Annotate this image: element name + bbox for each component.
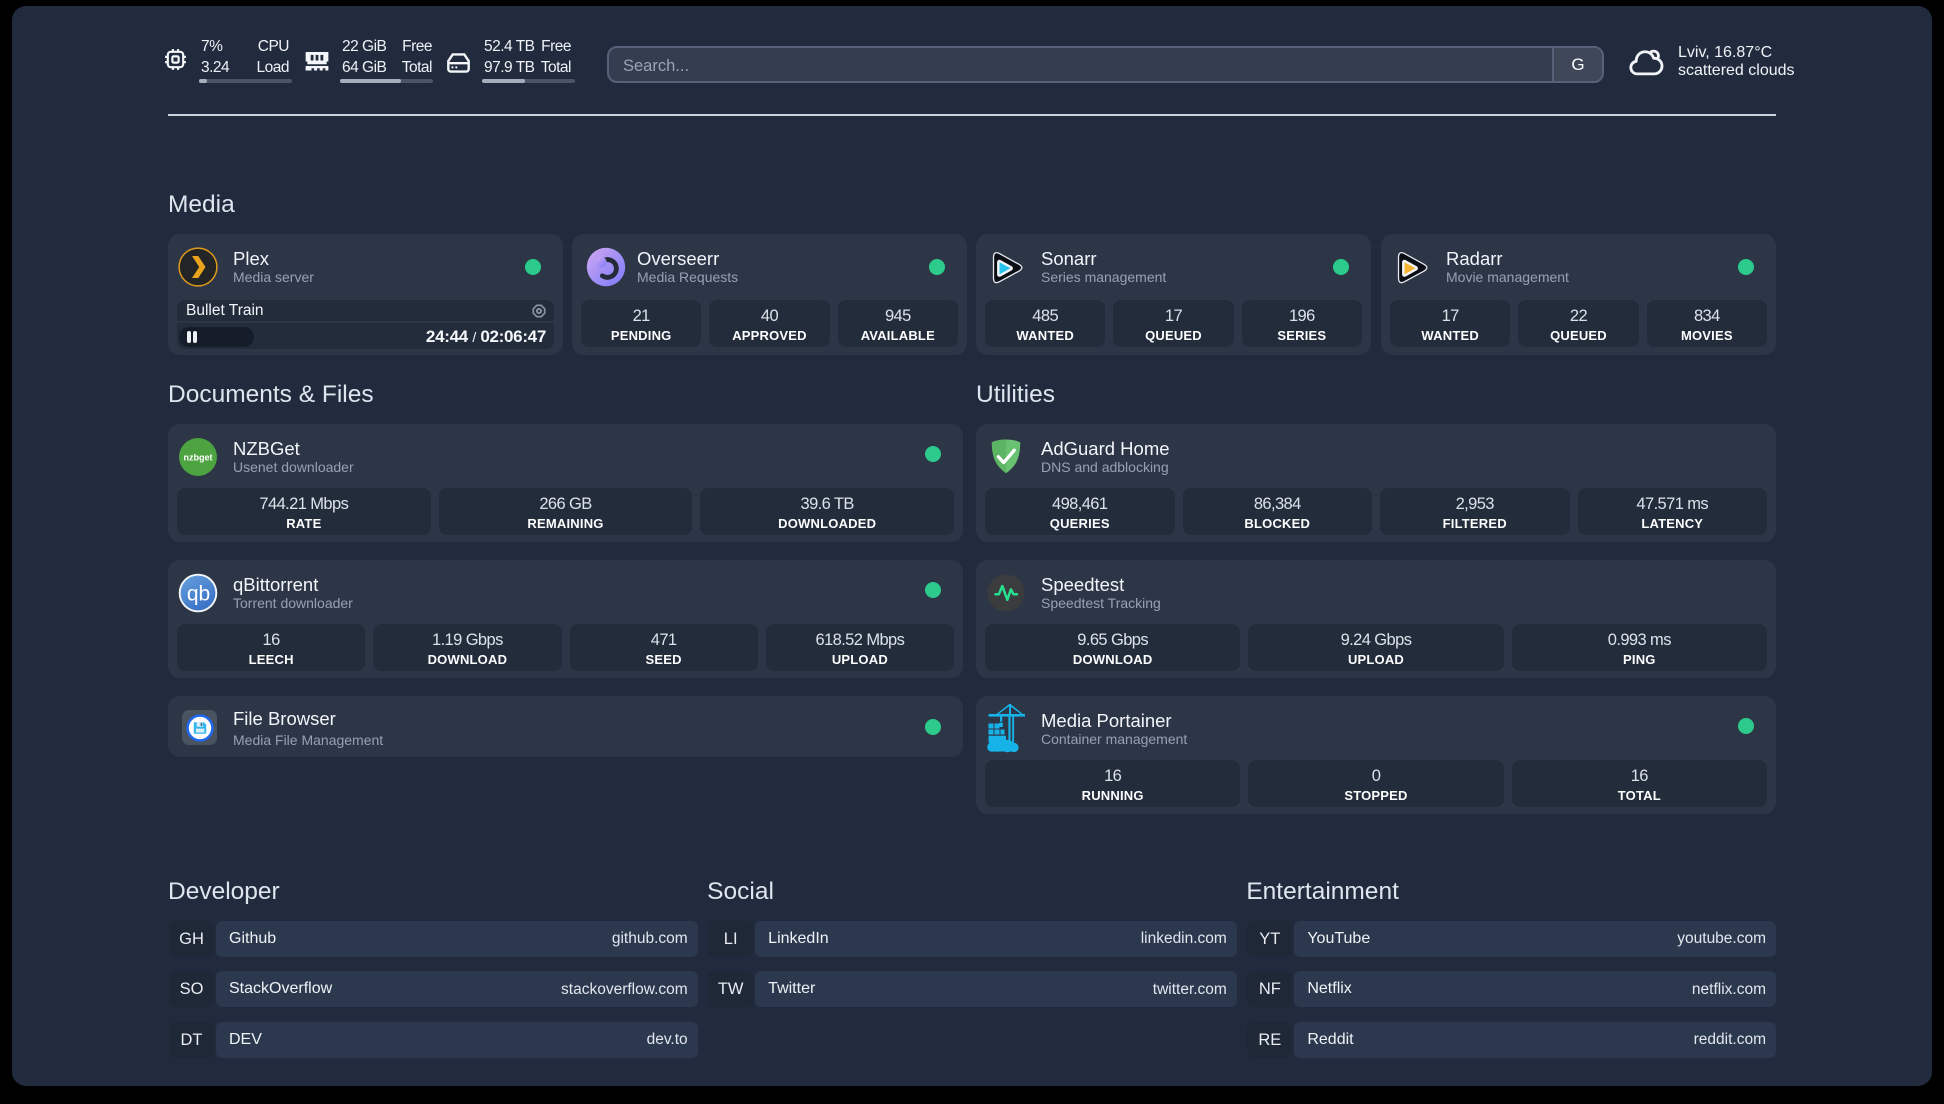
svg-text:nzbget: nzbget [184, 453, 213, 463]
svg-text:qb: qb [187, 583, 210, 606]
